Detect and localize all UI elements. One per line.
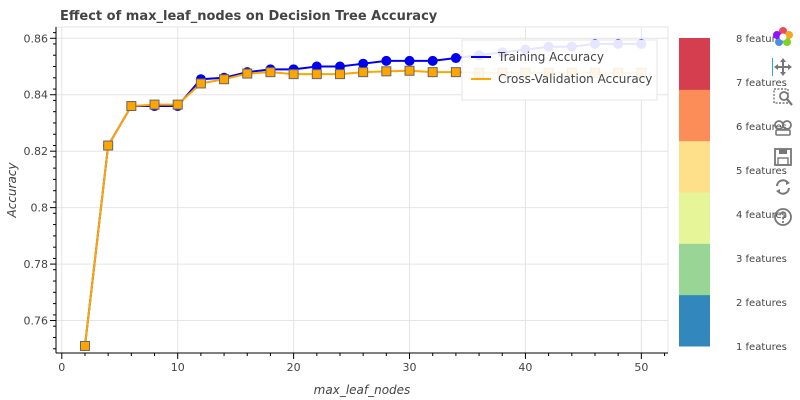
colorbar-band <box>679 243 710 296</box>
data-point <box>149 99 160 110</box>
legend-box <box>461 39 658 101</box>
data-point <box>103 140 114 151</box>
pan-icon[interactable] <box>772 56 794 78</box>
data-point <box>334 69 345 80</box>
colorbar-label: 7 features <box>736 78 787 89</box>
grid <box>56 27 668 353</box>
legend-label: Cross-Validation Accuracy <box>498 72 652 86</box>
data-point <box>427 55 438 66</box>
y-tick-label: 0.78 <box>24 258 49 271</box>
colorbar-band <box>679 192 710 244</box>
colorbar-label: 2 features <box>736 298 787 309</box>
y-tick-label: 0.82 <box>24 145 49 158</box>
wheel-zoom-icon[interactable] <box>772 116 794 138</box>
bokeh-logo-icon[interactable] <box>772 26 794 48</box>
data-point <box>358 58 369 69</box>
data-point <box>288 69 299 80</box>
colorbar-label: 6 features <box>736 122 787 133</box>
toolbar <box>772 26 798 236</box>
data-point <box>126 101 137 112</box>
colorbar-label: 8 features <box>736 34 787 45</box>
data-point <box>311 69 322 80</box>
colorbar-label: 3 features <box>736 254 787 265</box>
data-point <box>358 67 369 78</box>
axes: 0 10 20 30 40 50 0.76 0.78 0.8 0.82 0.84 0.86 <box>24 27 668 374</box>
data-point <box>381 66 392 77</box>
data-point <box>427 67 438 78</box>
chart-title: Effect of max_leaf_nodes on Decision Tre… <box>60 9 438 24</box>
x-axis-title: max_leaf_nodes <box>314 383 411 397</box>
data-point <box>195 78 206 89</box>
save-icon[interactable] <box>772 146 794 168</box>
colorbar-band <box>679 294 710 347</box>
data-point <box>242 68 253 79</box>
data-point <box>381 55 392 66</box>
y-tick-label: 0.76 <box>24 315 49 328</box>
box-zoom-icon[interactable] <box>772 86 794 108</box>
x-tick-label: 40 <box>518 361 532 374</box>
x-tick-label: 30 <box>403 361 417 374</box>
data-point <box>450 53 461 64</box>
reset-icon[interactable] <box>772 176 794 198</box>
colorbar: 1 features 2 features 3 features 4 features… <box>679 34 787 353</box>
data-point <box>450 67 461 78</box>
data-point <box>404 55 415 66</box>
y-tick-label: 0.8 <box>31 202 49 215</box>
data-point <box>265 67 276 78</box>
series-layer <box>79 38 647 351</box>
colorbar-label: 4 features <box>736 210 787 221</box>
x-tick-label: 50 <box>634 361 648 374</box>
data-point <box>219 74 230 85</box>
y-axis-title: Accuracy <box>5 162 19 219</box>
y-tick-label: 0.86 <box>24 32 49 45</box>
colorbar-label: 1 features <box>736 342 787 353</box>
x-tick-label: 10 <box>171 361 185 374</box>
colorbar-band <box>679 140 710 193</box>
data-point <box>404 65 415 76</box>
y-tick-label: 0.84 <box>24 89 49 102</box>
legend[interactable]: Training Accuracy Cross-Validation Accura… <box>461 39 658 101</box>
data-point <box>79 340 90 351</box>
help-icon[interactable] <box>772 206 794 228</box>
colorbar-band <box>679 89 710 142</box>
colorbar-label: 5 features <box>736 166 787 177</box>
data-point <box>172 99 183 110</box>
legend-label: Training Accuracy <box>497 50 604 64</box>
colorbar-band <box>679 38 710 90</box>
x-tick-label: 20 <box>287 361 301 374</box>
x-tick-label: 0 <box>58 361 65 374</box>
